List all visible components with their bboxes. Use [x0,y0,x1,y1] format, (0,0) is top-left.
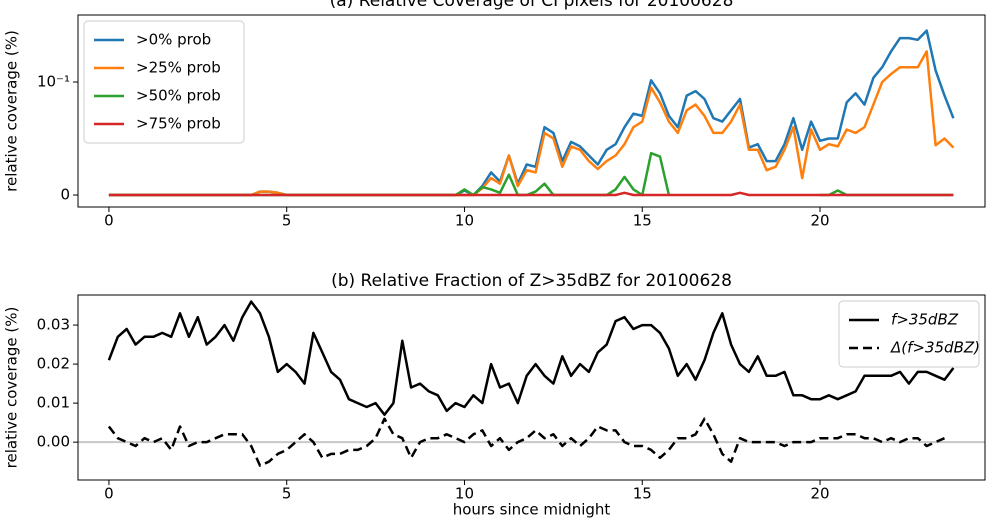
x-tick-label: 20 [810,485,829,503]
legend-label: f>35dBZ [891,311,959,329]
x-tick-label: 5 [282,485,292,503]
data-line [107,300,955,417]
x-tick-label: 5 [282,212,292,230]
plot-frame [77,294,986,481]
legend-label: >75% prob [136,115,221,133]
legend-label: >25% prob [136,59,221,77]
legend-label: >0% prob [136,31,211,49]
y-axis-label: relative coverage (%) [3,307,21,469]
data-line [108,151,954,197]
x-tick-label: 15 [633,485,652,503]
legend-box [838,300,980,368]
legend-label: >50% prob [136,87,221,105]
x-axis-label: hours since midnight [453,501,611,519]
y-tick-label: 0.01 [37,394,70,412]
y-tick-label: 0 [60,186,70,204]
x-tick-label: 15 [633,212,652,230]
x-tick-label: 20 [810,212,829,230]
y-tick-label: 0.02 [37,355,70,373]
chart-title: (b) Relative Fraction of Z>35dBZ for 201… [331,271,732,291]
plot-frame [77,14,986,208]
legend-label: Δ(f>35dBZ) [890,339,980,357]
x-tick-label: 10 [455,485,474,503]
y-tick-label: 0.03 [37,316,70,334]
x-tick-label: 0 [104,212,114,230]
y-tick-label: 10⁻¹ [37,73,70,91]
y-axis-label: relative coverage (%) [3,30,21,192]
chart-title: (a) Relative Coverage of CI pixels for 2… [330,0,734,11]
x-tick-label: 0 [104,485,114,503]
legend-box [83,20,245,144]
y-tick-label: 0.00 [37,433,70,451]
x-tick-label: 10 [455,212,474,230]
data-line [108,191,954,197]
